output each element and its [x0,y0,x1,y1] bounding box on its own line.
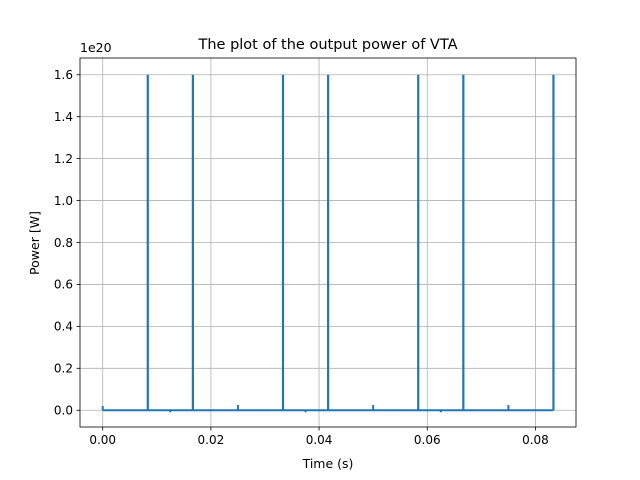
chart-title: The plot of the output power of VTA [198,37,458,53]
x-tick-label: 0.02 [198,433,225,447]
y-offset-label: 1e20 [80,40,112,55]
y-tick-label: 0.4 [54,320,73,334]
ticks: 0.00 0.02 0.04 0.06 0.08 0.0 0.2 0.4 0.6 0.8 1.0 1.… [54,68,549,447]
data-series [101,74,555,413]
y-tick-label: 1.4 [54,110,73,124]
y-tick-label: 0.2 [54,362,73,376]
y-tick-label: 1.0 [54,194,73,208]
y-tick-label: 0.6 [54,278,73,292]
x-axis-label: Time (s) [302,456,354,471]
x-tick-label: 0.00 [89,433,116,447]
x-tick-label: 0.04 [306,433,333,447]
y-axis-label: Power [W] [27,211,42,275]
x-tick-label: 0.08 [522,433,549,447]
y-tick-label: 1.2 [54,152,73,166]
x-tick-label: 0.06 [414,433,441,447]
y-tick-label: 0.8 [54,236,73,250]
y-tick-label: 1.6 [54,68,73,82]
y-tick-label: 0.0 [54,404,73,418]
